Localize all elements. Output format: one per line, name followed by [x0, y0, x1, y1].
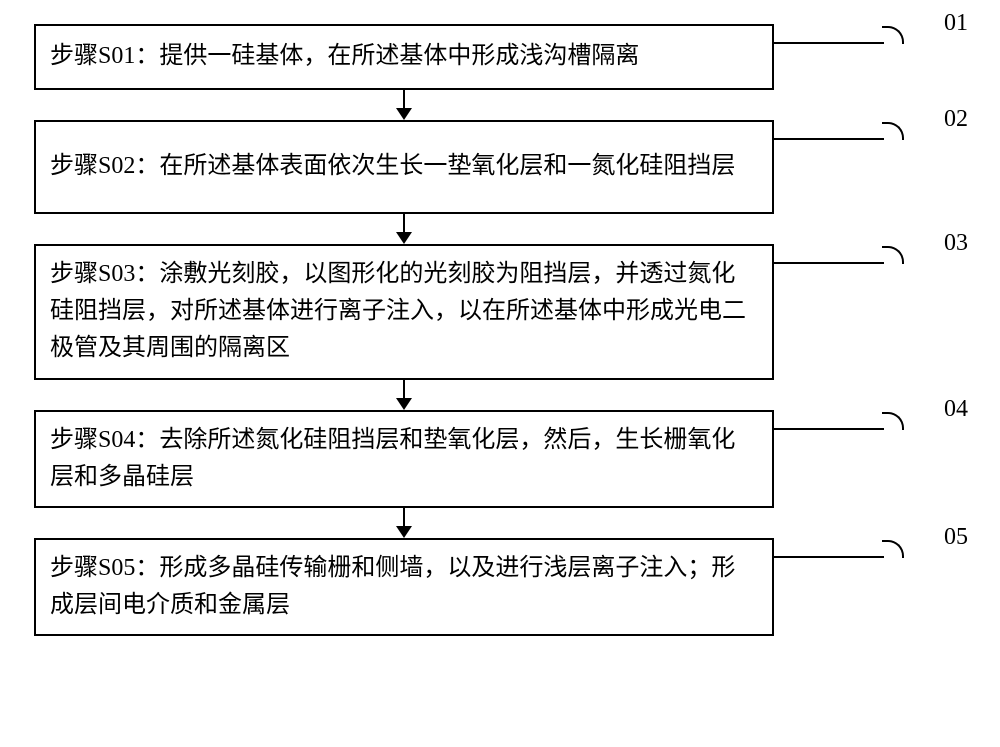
callout-01: 01 — [774, 24, 1000, 90]
callout-04: 04 — [774, 410, 1000, 504]
callout-05: 05 — [774, 538, 1000, 632]
arrow-down — [34, 214, 774, 244]
arrow-down — [34, 508, 774, 538]
step-box-03: 步骤S03：涂敷光刻胶，以图形化的光刻胶为阻挡层，并透过氮化硅阻挡层，对所述基体… — [34, 244, 774, 380]
step-box-02: 步骤S02：在所述基体表面依次生长一垫氧化层和一氮化硅阻挡层 — [34, 120, 774, 214]
callout-03: 03 — [774, 244, 1000, 372]
callout-label-05: 05 — [944, 524, 968, 551]
callout-02: 02 — [774, 120, 1000, 214]
step-row: 步骤S01：提供一硅基体，在所述基体中形成浅沟槽隔离01 — [30, 24, 970, 90]
arrow-down — [34, 380, 774, 410]
callout-label-02: 02 — [944, 106, 968, 133]
step-row: 步骤S05：形成多晶硅传输栅和侧墙，以及进行浅层离子注入；形成层间电介质和金属层… — [30, 538, 970, 636]
callout-label-03: 03 — [944, 230, 968, 257]
callout-label-01: 01 — [944, 10, 968, 37]
step-box-01: 步骤S01：提供一硅基体，在所述基体中形成浅沟槽隔离 — [34, 24, 774, 90]
step-row: 步骤S02：在所述基体表面依次生长一垫氧化层和一氮化硅阻挡层02 — [30, 120, 970, 214]
process-flowchart: 步骤S01：提供一硅基体，在所述基体中形成浅沟槽隔离01 步骤S02：在所述基体… — [30, 24, 970, 636]
step-row: 步骤S03：涂敷光刻胶，以图形化的光刻胶为阻挡层，并透过氮化硅阻挡层，对所述基体… — [30, 244, 970, 380]
step-box-04: 步骤S04：去除所述氮化硅阻挡层和垫氧化层，然后，生长栅氧化层和多晶硅层 — [34, 410, 774, 508]
callout-label-04: 04 — [944, 396, 968, 423]
step-row: 步骤S04：去除所述氮化硅阻挡层和垫氧化层，然后，生长栅氧化层和多晶硅层04 — [30, 410, 970, 508]
arrow-down — [34, 90, 774, 120]
step-box-05: 步骤S05：形成多晶硅传输栅和侧墙，以及进行浅层离子注入；形成层间电介质和金属层 — [34, 538, 774, 636]
